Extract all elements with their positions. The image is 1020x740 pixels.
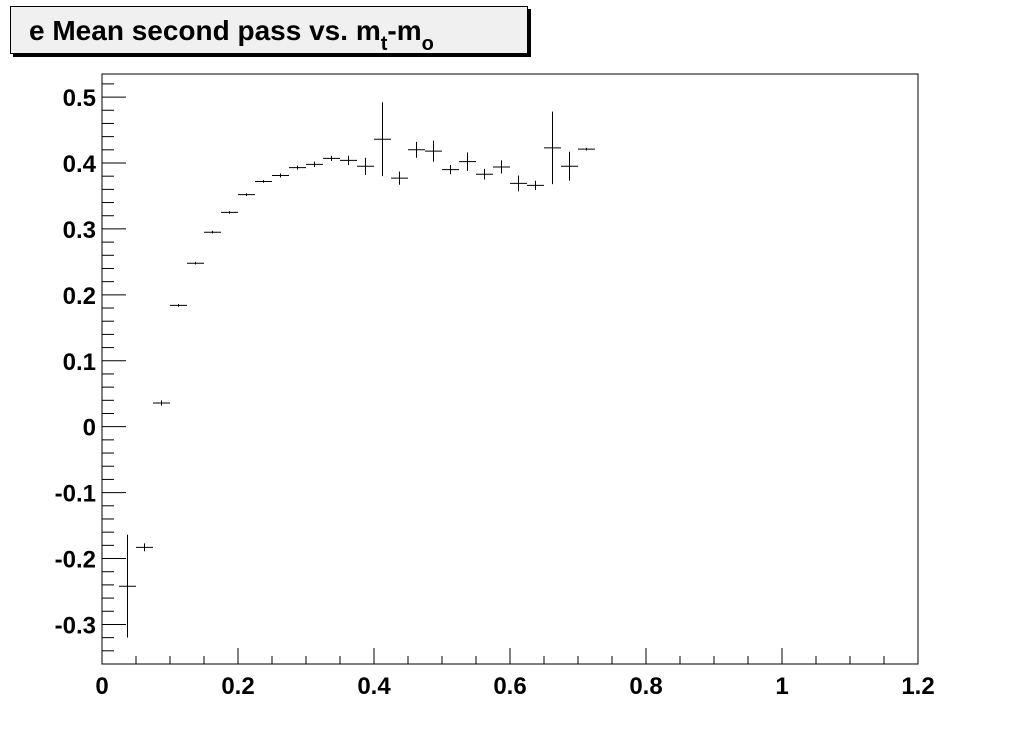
x-tick-label: 0.6 [493, 673, 526, 700]
chart-title-subscript-o: o [421, 33, 434, 55]
data-point [425, 140, 442, 162]
x-axis: 0 0.2 0.4 0.6 0.8 1 1.2 [95, 648, 935, 700]
data-point [255, 180, 272, 183]
y-tick-label: -0.2 [55, 547, 96, 574]
data-point [153, 400, 170, 406]
data-point [238, 193, 255, 196]
y-tick-label: 0.4 [63, 151, 97, 178]
data-point [510, 175, 527, 192]
x-tick-label: 1.2 [901, 673, 934, 700]
y-tick-label: 0.2 [63, 283, 96, 310]
data-point [204, 230, 221, 234]
data-point [544, 111, 561, 185]
y-tick-label: 0.1 [63, 349, 96, 376]
y-axis: -0.3 -0.2 -0.1 0 0.1 0.2 0.3 0.4 0.5 [55, 74, 126, 665]
x-tick-label: 0.2 [221, 673, 254, 700]
y-tick-label: 0.3 [63, 217, 96, 244]
chart-title-minus-m: -m [387, 15, 422, 46]
data-point [340, 155, 357, 165]
data-point [357, 157, 374, 175]
data-point [272, 173, 289, 178]
data-point [221, 211, 238, 214]
y-tick-label: 0.5 [63, 85, 96, 112]
data-point [289, 165, 306, 170]
data-point [306, 161, 323, 167]
plot-frame-layer [101, 73, 919, 665]
y-tick-label: -0.1 [55, 481, 96, 508]
data-point [578, 147, 595, 151]
data-point [408, 141, 425, 158]
data-point [476, 168, 493, 180]
x-tick-label: 0.4 [357, 673, 391, 700]
plot-frame [101, 73, 919, 665]
chart-title-subscript-t: t [380, 33, 388, 55]
chart-title: e Mean second pass vs. mt-mo [29, 15, 434, 55]
data-point [527, 180, 544, 191]
data-point [459, 152, 476, 171]
y-tick-label: -0.3 [55, 612, 96, 639]
data-point [323, 155, 340, 162]
data-point [187, 261, 204, 265]
chart-title-box: e Mean second pass vs. mt-mo [10, 6, 528, 55]
data-point [391, 171, 408, 185]
data-point [374, 102, 391, 177]
data-points-layer [119, 102, 595, 638]
data-point [442, 164, 459, 175]
data-point [119, 534, 136, 638]
data-point [561, 151, 578, 181]
y-tick-label: 0 [83, 415, 96, 442]
chart-title-main: e Mean second pass vs. m [29, 15, 381, 46]
data-point [493, 160, 510, 174]
x-tick-label: 0.8 [629, 673, 662, 700]
data-point [136, 543, 153, 552]
x-tick-label: 1 [775, 673, 788, 700]
x-tick-label: 0 [95, 673, 108, 700]
data-point [170, 304, 187, 307]
